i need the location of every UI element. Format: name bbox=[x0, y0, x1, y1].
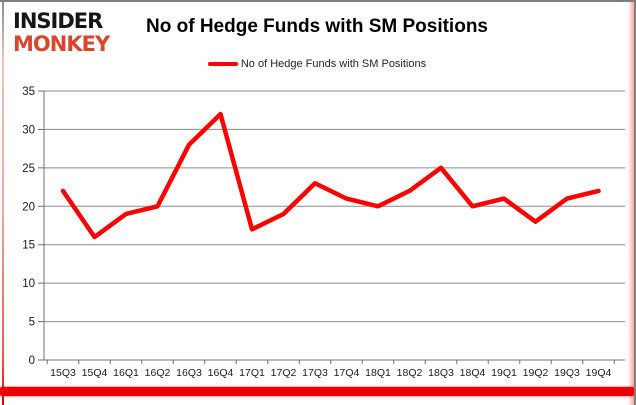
legend-label: No of Hedge Funds with SM Positions bbox=[240, 58, 427, 70]
x-tick-label: 17Q2 bbox=[271, 367, 297, 379]
y-tick-label: 20 bbox=[22, 201, 35, 213]
x-tick-label: 15Q3 bbox=[50, 367, 76, 379]
x-tick-label: 16Q3 bbox=[176, 367, 202, 379]
insider-monkey-logo: INSIDER MONKEY bbox=[13, 9, 110, 56]
legend: No of Hedge Funds with SM Positions bbox=[0, 58, 634, 70]
x-tick-label: 15Q4 bbox=[82, 367, 108, 379]
x-tick-label: 17Q1 bbox=[239, 367, 265, 379]
x-tick-label: 17Q4 bbox=[334, 367, 360, 379]
x-tick-label: 16Q1 bbox=[113, 367, 139, 379]
x-tick-label: 16Q2 bbox=[145, 367, 171, 379]
x-tick-label: 17Q3 bbox=[302, 367, 328, 379]
y-tick-label: 30 bbox=[22, 124, 35, 136]
frame-left-edge bbox=[2, 2, 4, 405]
legend-line-swatch bbox=[207, 62, 238, 66]
x-tick-label: 16Q4 bbox=[208, 367, 234, 379]
y-tick-label: 0 bbox=[29, 355, 35, 367]
bottom-red-bar bbox=[0, 387, 634, 396]
x-tick-label: 18Q3 bbox=[428, 367, 454, 379]
x-tick-label: 18Q4 bbox=[460, 367, 486, 379]
chart-title: No of Hedge Funds with SM Positions bbox=[146, 16, 488, 37]
data-series-line bbox=[60, 111, 601, 240]
y-tick-label: 35 bbox=[22, 86, 35, 98]
x-tick-label: 19Q4 bbox=[586, 367, 612, 379]
y-tick-label: 25 bbox=[22, 163, 35, 175]
frame-right-glow bbox=[628, 2, 634, 405]
logo-text-monkey: MONKEY bbox=[13, 32, 110, 56]
x-tick-label: 18Q1 bbox=[365, 367, 391, 379]
y-tick-label: 5 bbox=[29, 317, 35, 329]
x-tick-label: 19Q3 bbox=[554, 367, 580, 379]
x-tick-label: 19Q2 bbox=[523, 367, 549, 379]
y-tick-label: 15 bbox=[22, 240, 35, 252]
logo-text-insider: INSIDER bbox=[13, 9, 103, 33]
x-tick-label: 18Q2 bbox=[397, 367, 423, 379]
x-tick-label: 19Q1 bbox=[491, 367, 517, 379]
y-tick-label: 10 bbox=[22, 278, 35, 290]
